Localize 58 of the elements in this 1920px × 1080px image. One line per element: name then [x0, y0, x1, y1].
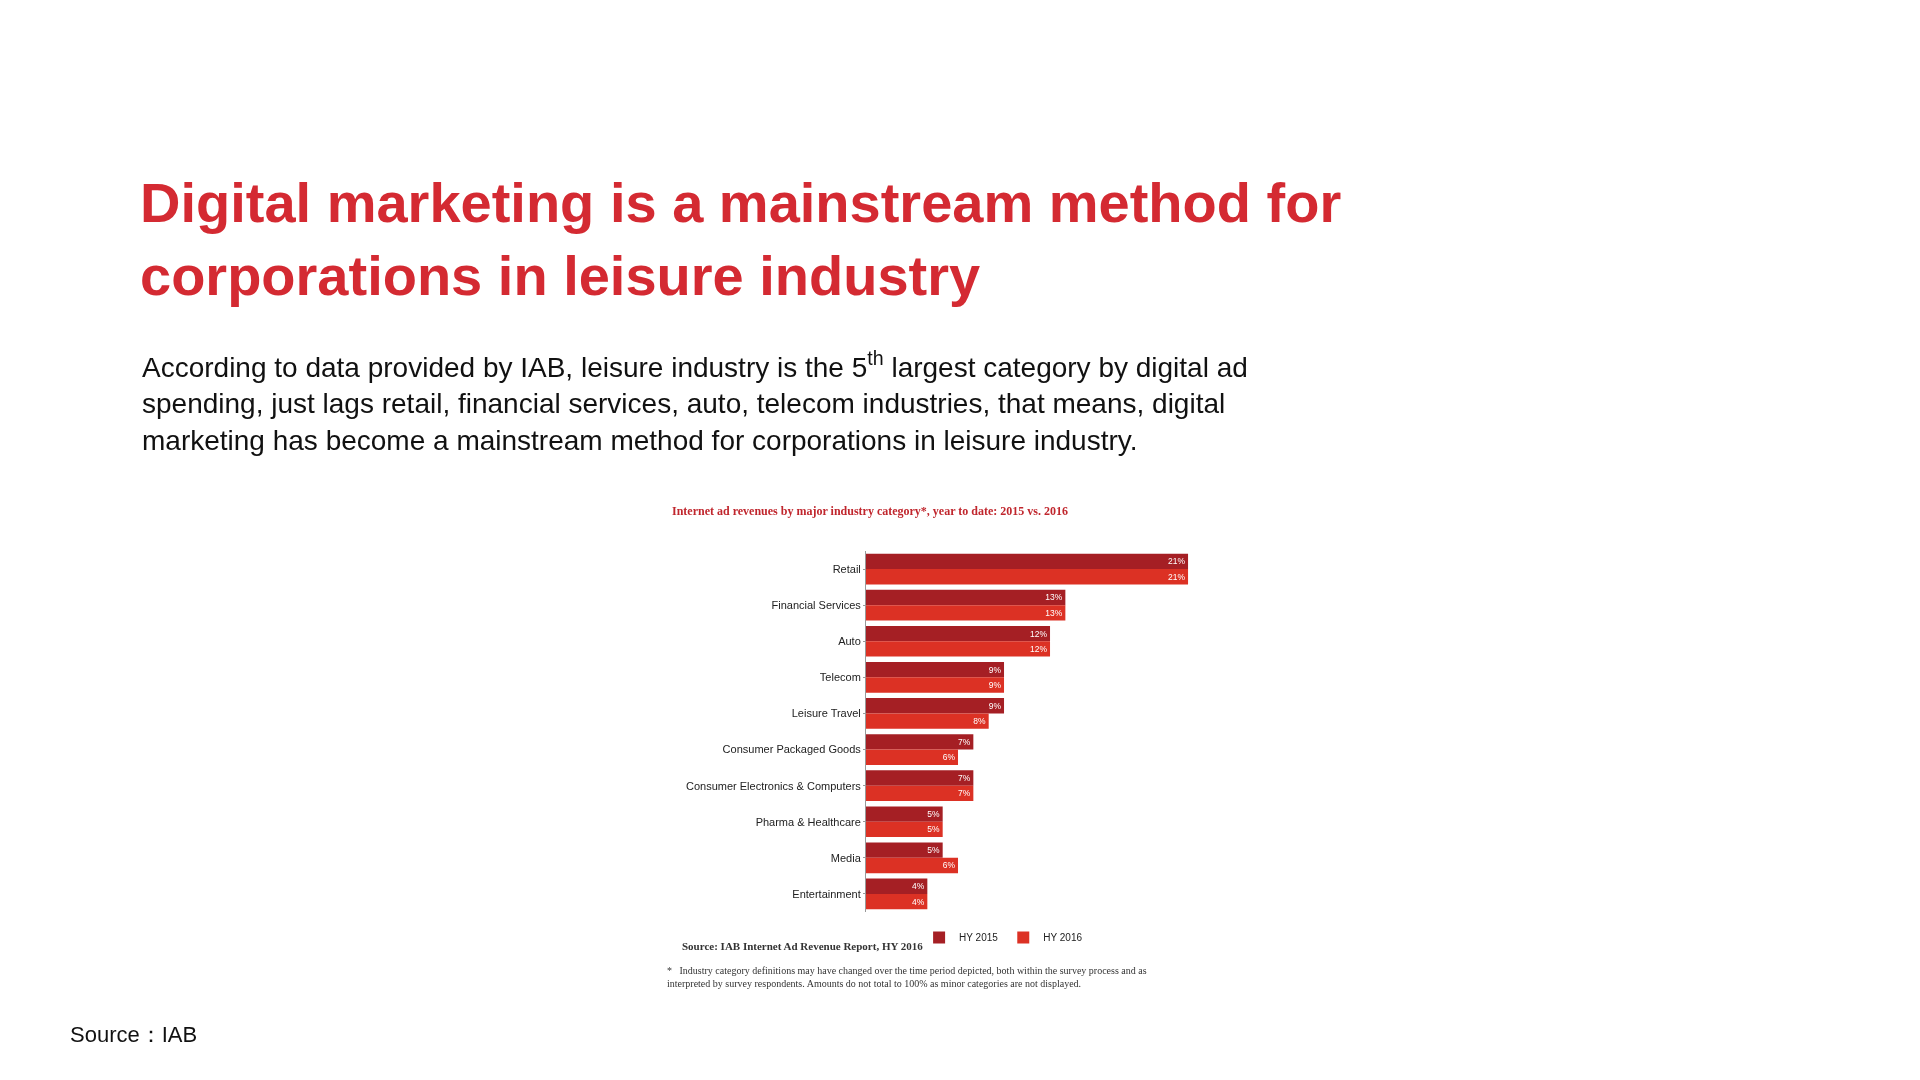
data-label: 21%: [1167, 571, 1186, 582]
bar: [866, 698, 1005, 714]
data-label: 7%: [957, 736, 971, 747]
data-label: 5%: [927, 809, 941, 820]
bar: [866, 713, 989, 729]
y-tick-label: Consumer Packaged Goods: [722, 743, 862, 756]
y-tick-label: Pharma & Healthcare: [755, 815, 861, 828]
data-label: 8%: [973, 716, 987, 727]
y-tick-label: Financial Services: [771, 599, 862, 611]
y-tick-label: Telecom: [819, 671, 861, 684]
text: * Industry category definitions may have changed over the time period depicted, both within the survey process and as interpreted by survey respondents. Amounts do not total to 100% as minor categories are not displayed.: [667, 965, 1147, 989]
bar: [866, 749, 959, 765]
data-label: 5%: [927, 845, 941, 856]
source-note: Source: IAB Internet Ad Revenue Report, HY 2016: [682, 940, 924, 952]
bar: [866, 589, 1066, 606]
data-label: 7%: [957, 772, 971, 783]
data-label: 12%: [1029, 628, 1048, 639]
bar: [866, 553, 1189, 570]
bar: [866, 569, 1189, 585]
bar: [866, 770, 974, 786]
y-tick-label: Media: [830, 851, 862, 864]
bar: [866, 842, 943, 858]
data-label: 4%: [911, 881, 925, 892]
chart-subtitle: According to data provided by IAB, leisure industry is the 5$^{th}$ largest category by digital ad spending, just lags retail, financial services, auto, telecom industries, that means, digital marketing has become a mainstream method for corporations in leisure industry.: [142, 347, 1248, 456]
bar: [866, 893, 928, 910]
bar: [866, 641, 1051, 657]
bar: [866, 857, 959, 874]
text: Internet ad revenues by major industry category*, year to date: 2015 vs. 2016: [672, 504, 1068, 518]
bar: [866, 734, 974, 750]
data-label: 5%: [927, 824, 941, 835]
bar: [866, 677, 1005, 693]
data-label: 21%: [1167, 556, 1186, 567]
y-tick-label: Retail: [832, 562, 861, 575]
data-label: 6%: [942, 752, 956, 763]
bar: [866, 605, 1066, 621]
bar: [866, 662, 1005, 678]
y-tick-label: Consumer Electronics & Computers: [685, 779, 862, 792]
legend-label: HY 2015: [959, 932, 999, 944]
bar: [866, 821, 943, 838]
bar: [866, 878, 928, 894]
data-label: 13%: [1045, 607, 1063, 618]
data-label: 4%: [911, 896, 925, 907]
data-label: 13%: [1045, 592, 1063, 603]
bar: [866, 785, 974, 801]
data-label: 9%: [988, 679, 1002, 690]
data-label: 6%: [942, 860, 956, 871]
chart-title: Digital marketing is a mainstream method for corporations in leisure industry: [140, 171, 1342, 307]
legend-label: HY 2016: [1043, 932, 1083, 944]
y-tick-label: Leisure Travel: [791, 707, 861, 720]
bar: [866, 806, 943, 822]
bar: [866, 625, 1051, 642]
data-label: 12%: [1029, 643, 1048, 654]
data-label: 7%: [957, 788, 971, 799]
source-note: Source：IAB: [70, 1022, 198, 1047]
data-label: 9%: [988, 664, 1002, 675]
data-label: 9%: [988, 700, 1002, 711]
y-tick-label: Entertainment: [792, 887, 861, 900]
y-tick-label: Auto: [838, 635, 861, 648]
